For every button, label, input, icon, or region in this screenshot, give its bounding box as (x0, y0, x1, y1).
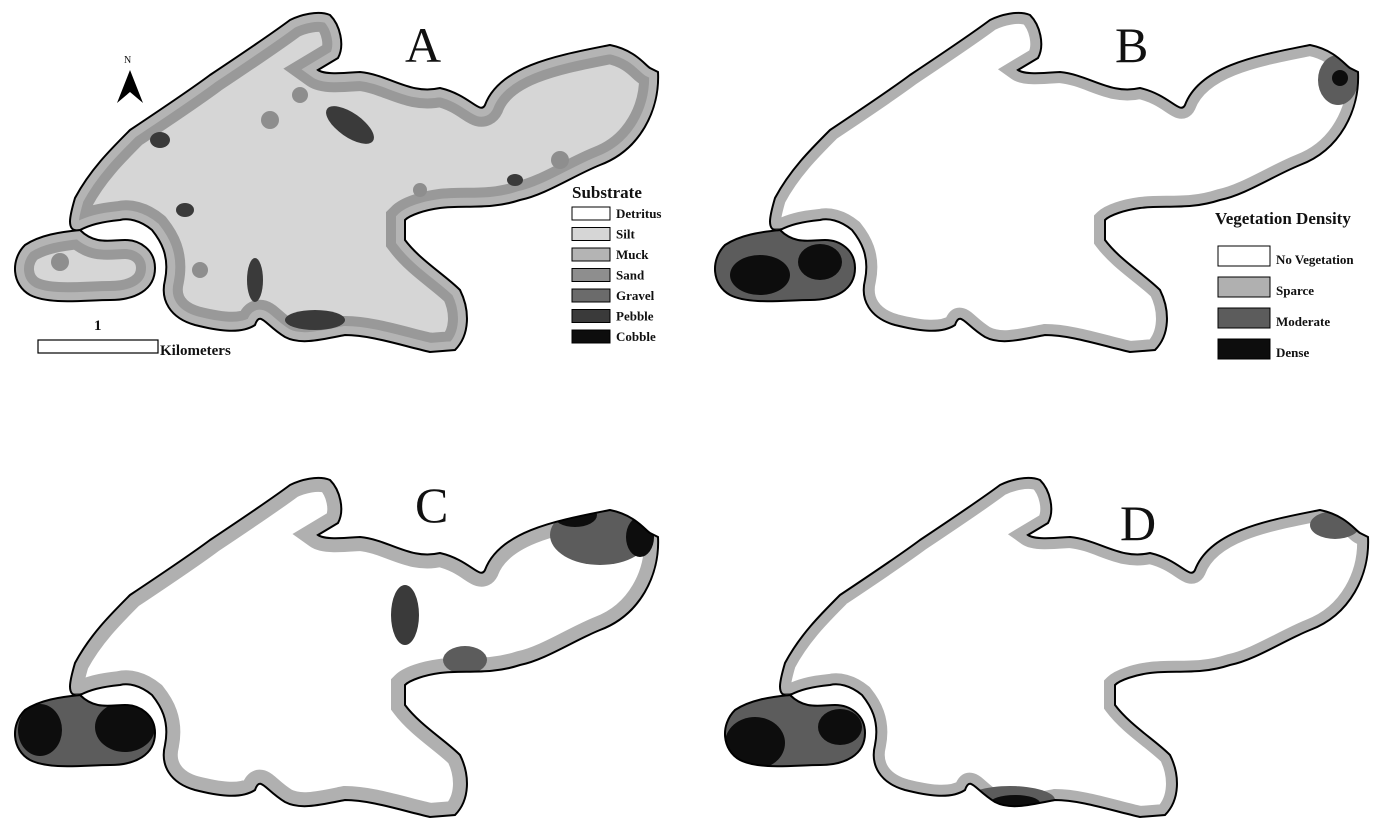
vegetation-legend-item-swatch (1217, 245, 1271, 267)
vegetation-legend-item-label: Sparce (1276, 283, 1314, 298)
substrate-legend-item-label: Cobble (616, 329, 656, 344)
scale-bar-value: 1 (94, 318, 102, 334)
panel-letter-d: D (1120, 495, 1156, 551)
panel-c-vegetation-map (13, 476, 660, 818)
substrate-legend-item-swatch (571, 247, 611, 262)
substrate-legend-item-swatch (571, 329, 611, 344)
north-arrow-label: N (124, 55, 131, 66)
vegetation-legend-item-label: Moderate (1276, 314, 1330, 329)
vegetation-legend-item-swatch (1217, 338, 1271, 360)
substrate-legend-item-swatch (571, 268, 611, 282)
substrate-legend-item-swatch (571, 206, 611, 221)
scale-bar: 1 Kilometers (37, 318, 231, 359)
substrate-legend-title: Substrate (572, 183, 642, 202)
substrate-legend-item-label: Silt (616, 227, 635, 242)
scale-bar-unit: Kilometers (160, 343, 231, 359)
panel-b-vegetation-map (713, 11, 1360, 354)
substrate-legend-item-label: Muck (616, 247, 649, 262)
substrate-legend: Substrate Detritus Silt Muck Sand Gravel Pebb… (571, 183, 662, 344)
substrate-legend-item-swatch (571, 288, 611, 303)
panel-letter-c: C (415, 477, 448, 533)
substrate-legend-item-label: Pebble (616, 309, 654, 324)
substrate-legend-item-label: Detritus (616, 206, 662, 221)
substrate-legend-item-swatch (571, 227, 611, 241)
scale-bar-rect (37, 339, 159, 354)
vegetation-legend-item-swatch (1217, 307, 1271, 329)
vegetation-legend-item-label: Dense (1276, 345, 1309, 360)
substrate-legend-item-label: Sand (616, 268, 645, 283)
panel-d-vegetation-map (723, 476, 1370, 818)
vegetation-legend-item-label: No Vegetation (1276, 252, 1354, 267)
substrate-legend-item-swatch (571, 309, 611, 323)
vegetation-legend-item-swatch (1217, 276, 1271, 298)
panel-letter-a: A (405, 17, 441, 73)
vegetation-legend: Vegetation Density No Vegetation Sparce Mo… (1215, 209, 1354, 360)
panel-a-substrate-map (13, 11, 660, 354)
panel-letter-b: B (1115, 17, 1148, 73)
north-arrow-icon (117, 70, 143, 103)
substrate-legend-item-label: Gravel (616, 288, 655, 303)
vegetation-legend-title: Vegetation Density (1215, 209, 1351, 228)
north-arrow: N (117, 55, 143, 103)
